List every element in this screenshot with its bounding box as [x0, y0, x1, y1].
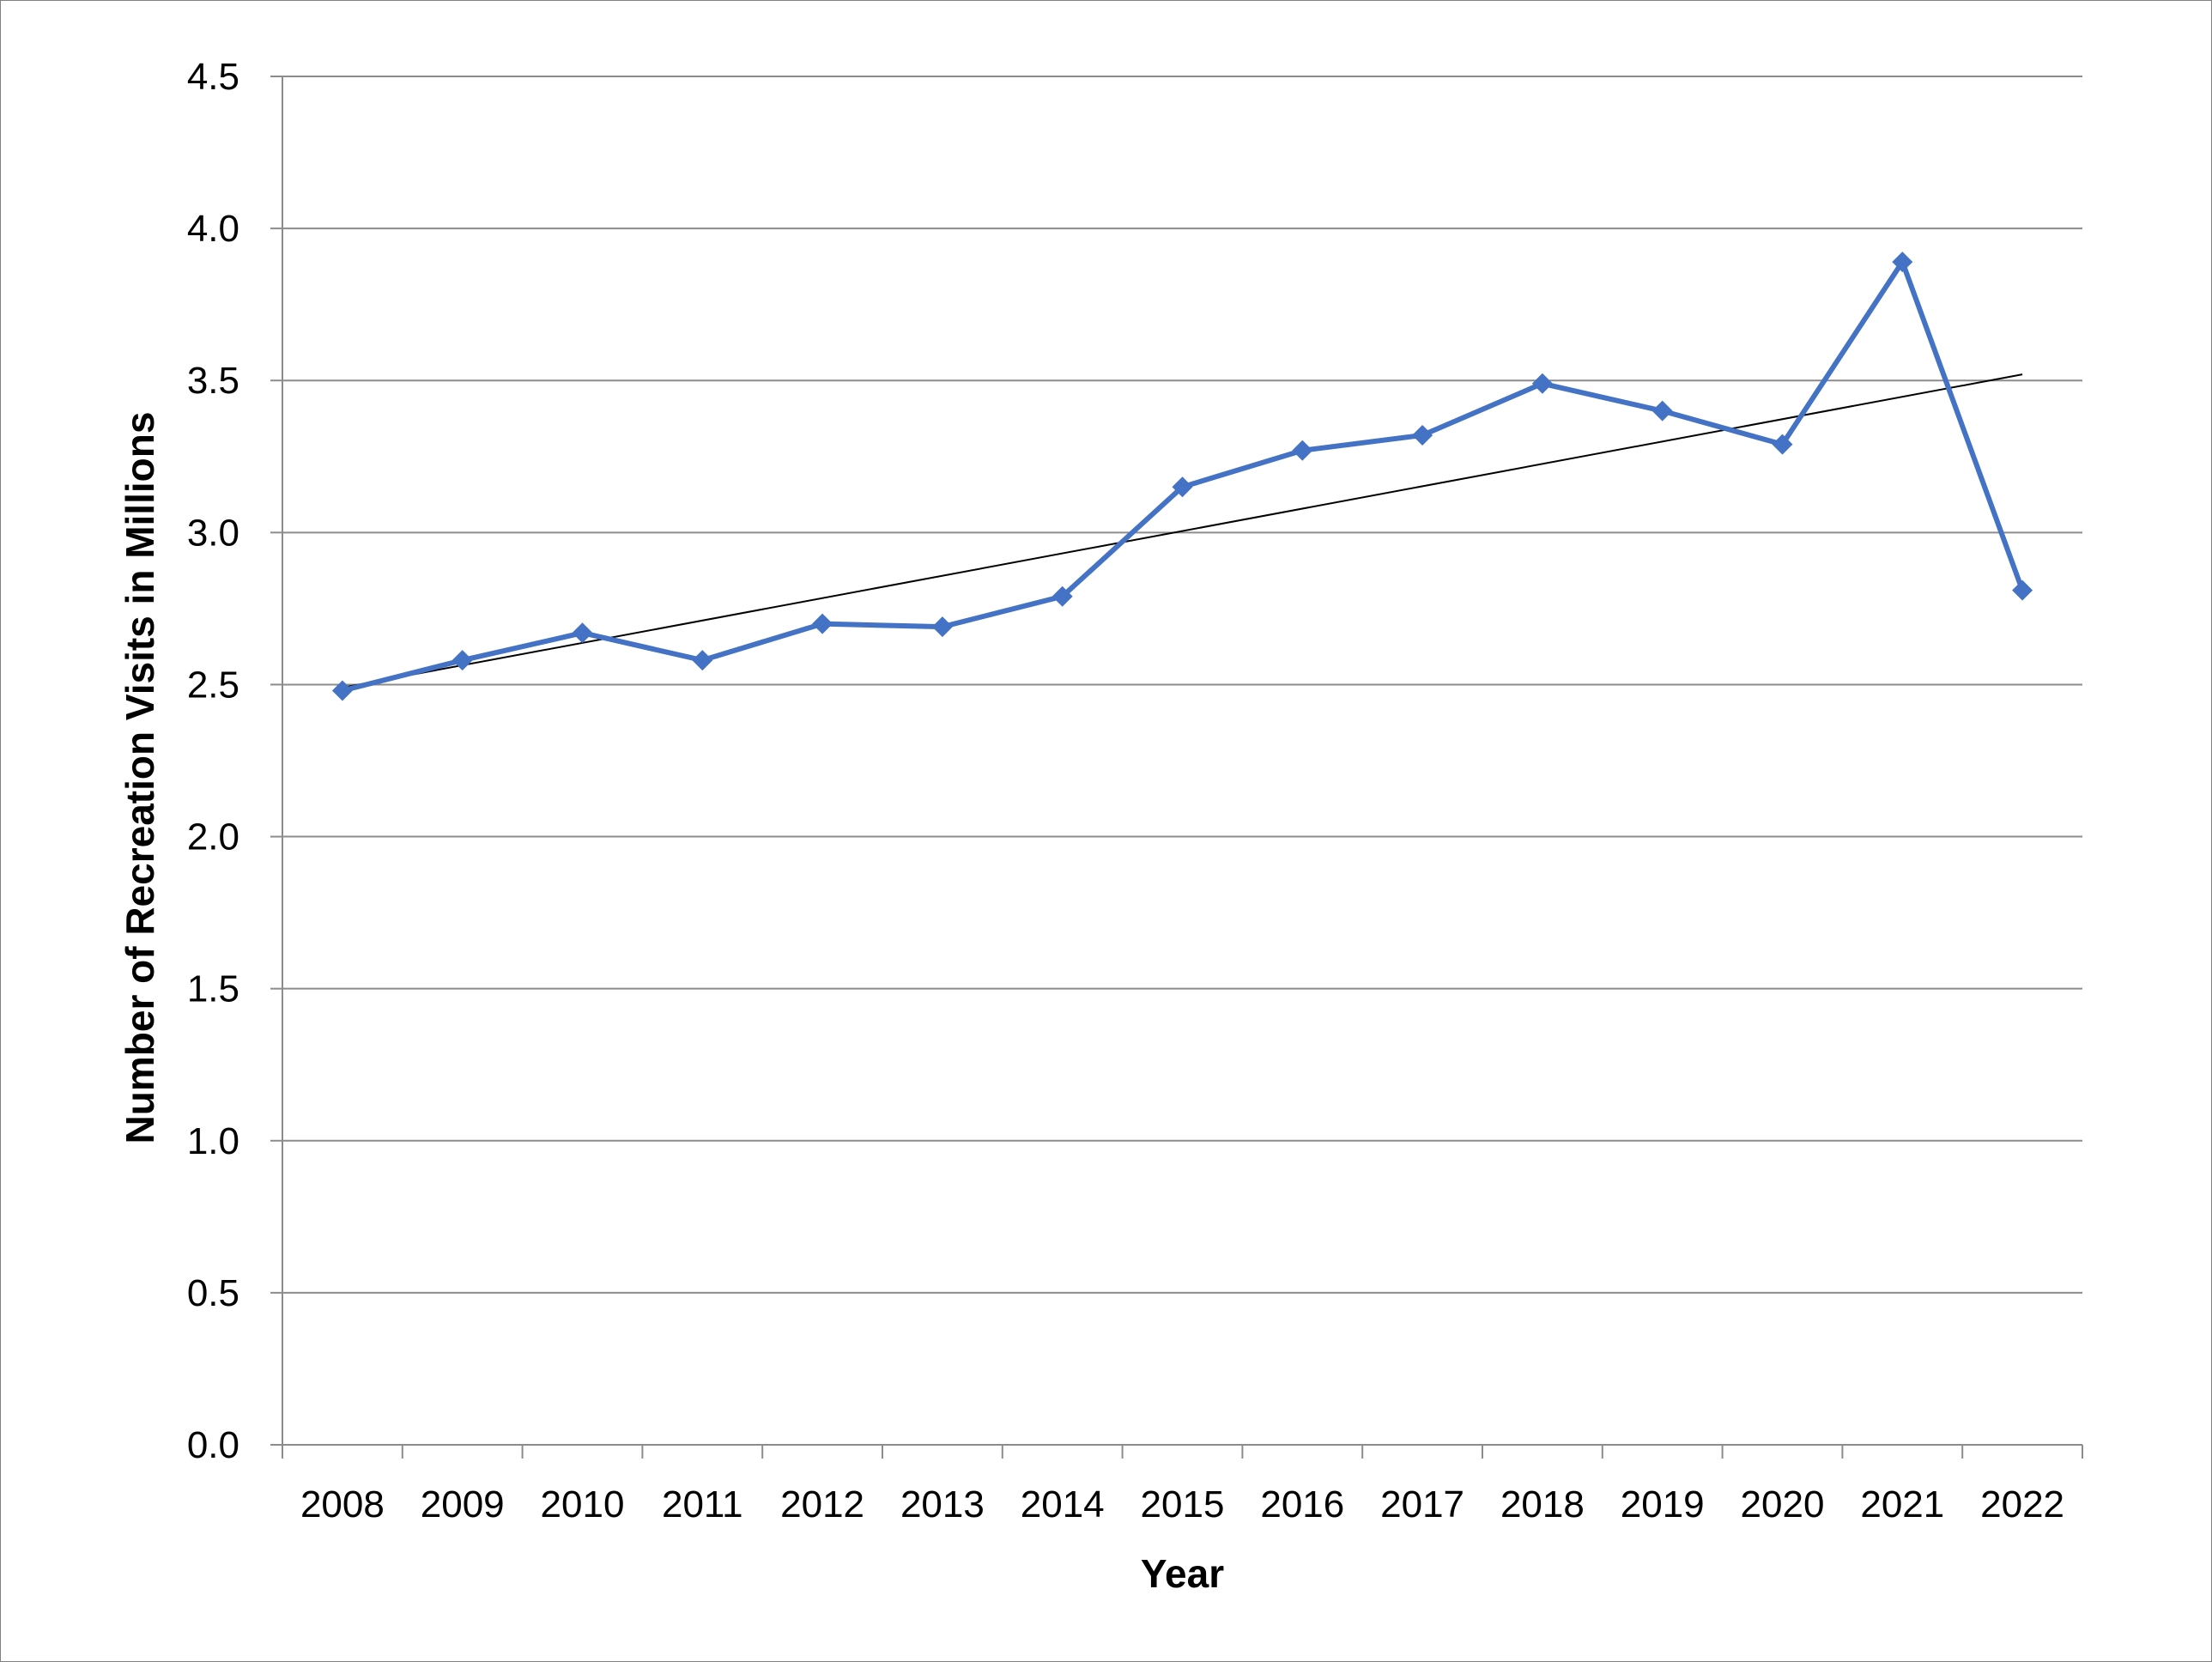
x-tick-label: 2008	[300, 1483, 385, 1526]
x-tick-label: 2020	[1741, 1483, 1825, 1526]
data-point	[331, 680, 353, 701]
y-tick-label: 1.5	[187, 968, 239, 1010]
data-point	[1292, 440, 1313, 461]
y-tick-label: 3.5	[187, 360, 239, 402]
x-tick-label: 2022	[1980, 1483, 2064, 1526]
x-tick-label: 2015	[1141, 1483, 1225, 1526]
data-point	[812, 613, 833, 634]
x-axis-title: Year	[1141, 1551, 1224, 1596]
y-tick-label: 4.0	[187, 208, 239, 250]
axes	[270, 76, 2083, 1459]
series-layer	[331, 252, 2033, 701]
y-tick-label: 0.0	[187, 1424, 239, 1466]
x-tick-label: 2011	[662, 1483, 743, 1526]
data-point	[2012, 579, 2033, 601]
y-tick-label: 2.0	[187, 816, 239, 858]
y-tick-label: 3.0	[187, 512, 239, 554]
x-tick-label: 2018	[1500, 1483, 1585, 1526]
x-tick-label: 2021	[1860, 1483, 1944, 1526]
y-tick-label: 4.5	[187, 56, 239, 98]
data-point	[1892, 252, 1913, 273]
data-point	[1772, 434, 1793, 455]
y-tick-labels: 0.0 0.5 1.0 1.5 2.0 2.5 3.0 3.5 4.0 4.5	[187, 56, 239, 1466]
y-tick-label: 2.5	[187, 664, 239, 706]
data-point	[1172, 476, 1193, 498]
data-point	[451, 650, 473, 671]
x-tick-label: 2013	[900, 1483, 985, 1526]
data-point	[1051, 585, 1073, 607]
x-tick-label: 2009	[421, 1483, 505, 1526]
x-tick-label: 2016	[1260, 1483, 1344, 1526]
trendline-layer	[342, 373, 2023, 688]
data-point	[1651, 400, 1673, 422]
trendline	[342, 373, 2023, 688]
x-tick-label: 2017	[1380, 1483, 1464, 1526]
y-tick-label: 1.0	[187, 1120, 239, 1162]
x-tick-label: 2010	[541, 1483, 625, 1526]
x-tick-labels: 2008 2009 2010 2011 2012 2013 2014 2015 2016 2017…	[300, 1483, 2064, 1526]
x-tick-label: 2012	[780, 1483, 864, 1526]
y-axis-title: Number of Recreation Visits in Millions	[118, 412, 162, 1144]
data-point	[1412, 424, 1433, 446]
data-point	[692, 650, 713, 671]
y-tick-label: 0.5	[187, 1272, 239, 1314]
data-point	[1531, 373, 1553, 394]
data-point	[931, 616, 953, 638]
x-tick-label: 2014	[1021, 1483, 1105, 1526]
series-line	[342, 259, 2025, 694]
gridlines	[282, 76, 2082, 1294]
data-point	[572, 622, 593, 644]
x-tick-label: 2019	[1621, 1483, 1705, 1526]
